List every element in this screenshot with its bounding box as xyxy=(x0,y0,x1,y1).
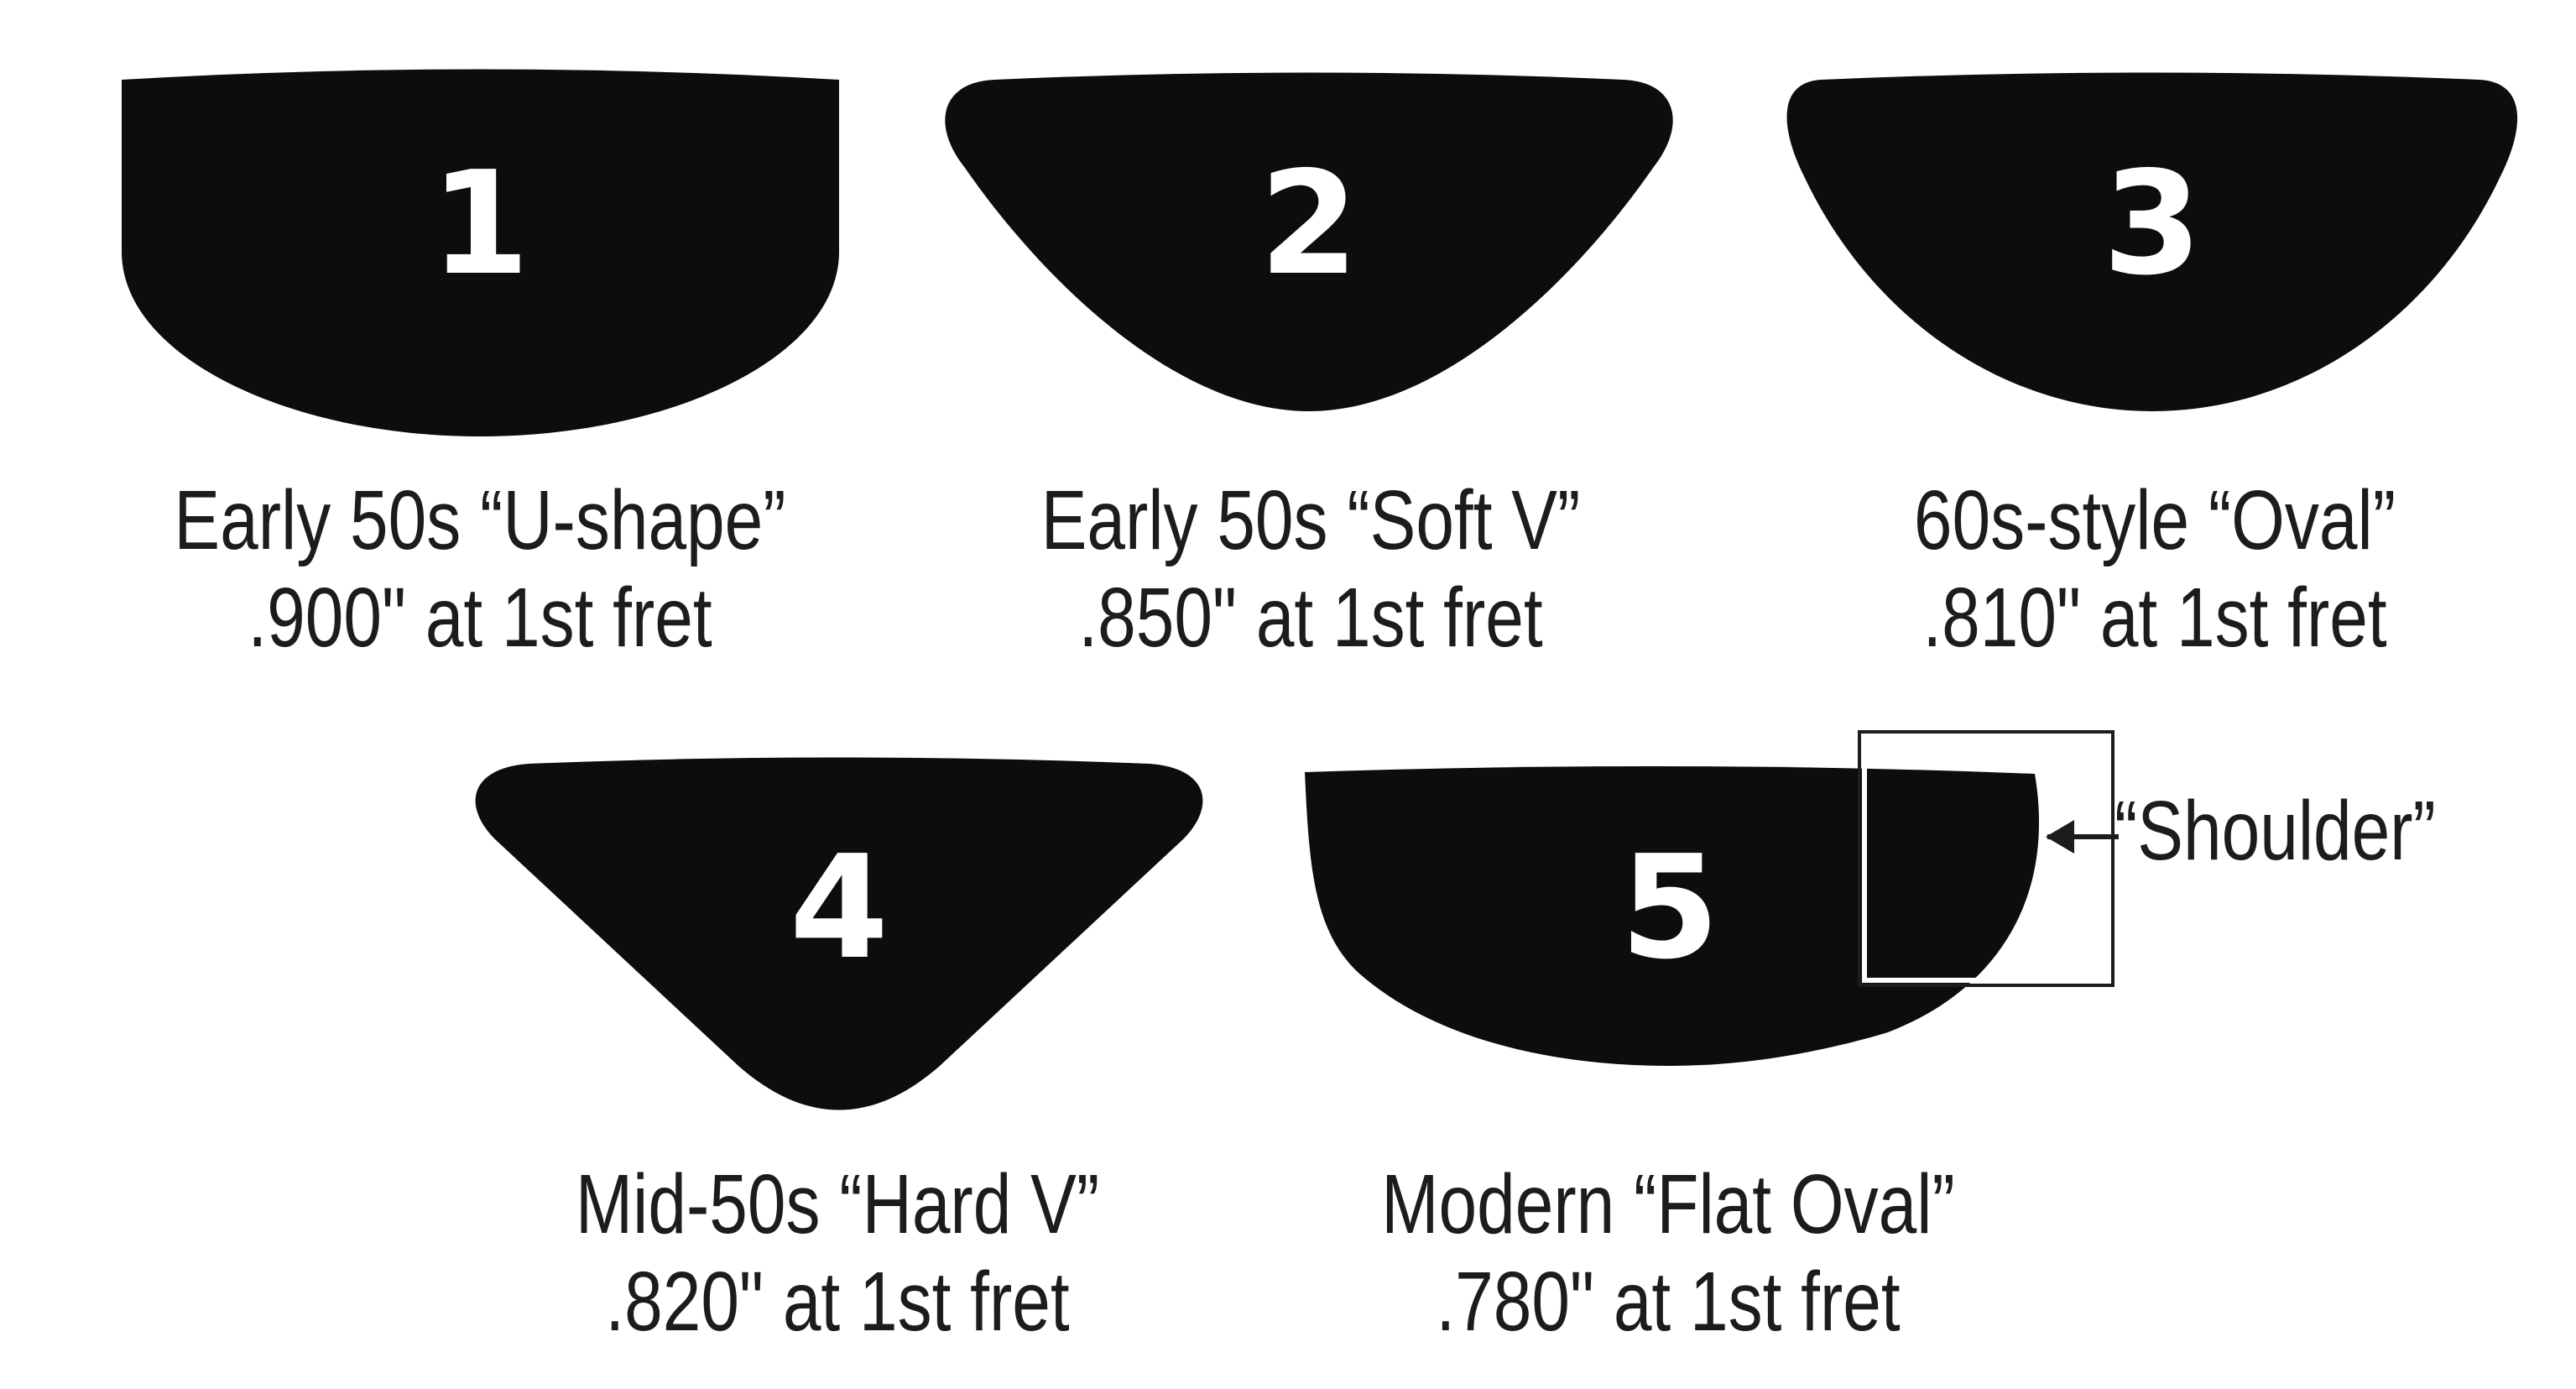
neck-profile-3-caption: 60s-style “Oval” .810" at 1st fret xyxy=(1845,472,2464,666)
neck-profile-2-name: Early 50s “Soft V” xyxy=(1040,473,1581,567)
neck-profile-4-caption: Mid-50s “Hard V” .820" at 1st fret xyxy=(528,1156,1147,1350)
neck-profile-5-caption: Modern “Flat Oval” .780" at 1st fret xyxy=(1358,1156,1978,1350)
neck-profile-3-number: 3 xyxy=(2103,141,2202,307)
neck-profile-1-name: Early 50s “U-shape” xyxy=(174,473,786,567)
shoulder-arrow-head xyxy=(2046,820,2074,854)
shoulder-highlight-box-outline xyxy=(1858,730,2115,987)
neck-profile-4-shape xyxy=(475,757,1203,1110)
neck-profile-2-shape xyxy=(945,72,1673,411)
neck-profile-2-thickness: .850" at 1st fret xyxy=(1078,571,1543,665)
neck-profile-4-number: 4 xyxy=(790,825,889,991)
shoulder-label: “Shoulder” xyxy=(2115,784,2436,878)
neck-profile-2-number: 2 xyxy=(1259,141,1358,307)
neck-profile-4-thickness: .820" at 1st fret xyxy=(605,1255,1070,1349)
neck-profile-1-caption: Early 50s “U-shape” .900" at 1st fret xyxy=(170,472,790,666)
neck-profile-5-number: 5 xyxy=(1620,825,1719,991)
neck-profile-1-thickness: .900" at 1st fret xyxy=(248,571,712,665)
shoulder-highlight-box xyxy=(1862,734,2110,983)
neck-profile-3-name: 60s-style “Oval” xyxy=(1913,473,2396,567)
neck-profile-5-thickness: .780" at 1st fret xyxy=(1436,1255,1901,1349)
neck-profile-5-shape xyxy=(1305,765,2040,1066)
neck-profile-3-shape xyxy=(1786,72,2518,411)
neck-profile-4-name: Mid-50s “Hard V” xyxy=(575,1157,1100,1251)
neck-profile-5-name: Modern “Flat Oval” xyxy=(1381,1157,1955,1251)
neck-profile-3-thickness: .810" at 1st fret xyxy=(1922,571,2387,665)
neck-profile-2-caption: Early 50s “Soft V” .850" at 1st fret xyxy=(1001,472,1620,666)
neck-profile-1-number: 1 xyxy=(430,141,529,307)
neck-profile-1-shape xyxy=(122,69,839,436)
